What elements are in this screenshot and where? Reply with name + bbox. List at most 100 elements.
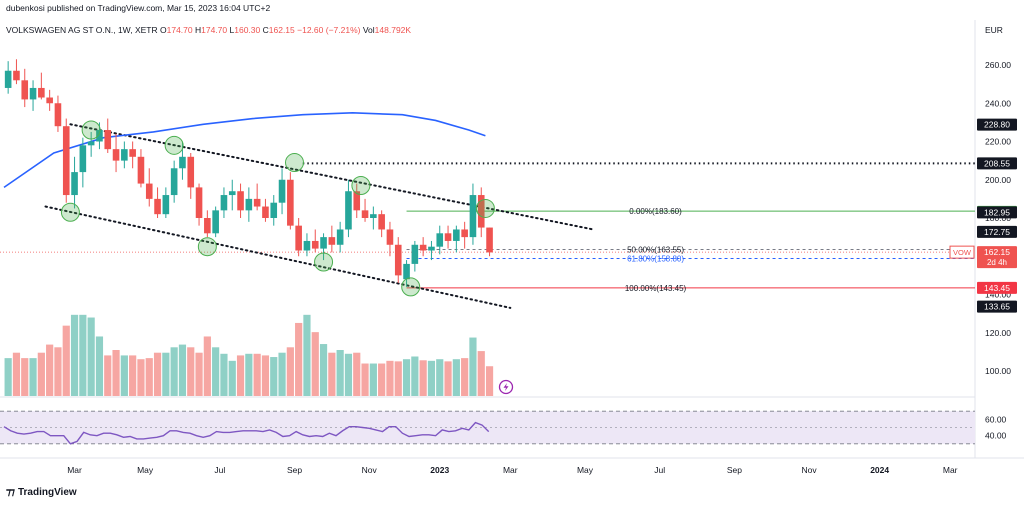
volume-bar	[394, 361, 402, 396]
candle-body	[220, 195, 228, 211]
volume-bar	[452, 359, 460, 396]
price-tick-label: 120.00	[985, 328, 1011, 338]
volume-bar	[37, 352, 45, 396]
price-badge: 208.55	[977, 157, 1017, 170]
candle-body	[170, 168, 178, 196]
price-badge-bg	[977, 118, 1017, 131]
candle-body	[411, 244, 419, 264]
candle-body	[121, 149, 128, 161]
candle	[195, 183, 203, 226]
volume-bar	[361, 363, 369, 396]
candle	[29, 80, 37, 111]
volume-bar	[295, 322, 303, 396]
candle	[419, 237, 427, 257]
symbol-label: VOLKSWAGEN AG ST O.N., 1W, XETR	[6, 25, 158, 35]
volume-bar	[129, 355, 137, 396]
candle-body	[79, 145, 87, 173]
volume-bar	[253, 353, 261, 396]
time-tick-label: 2023	[430, 465, 449, 475]
candle-body	[154, 198, 161, 215]
candle	[253, 183, 261, 211]
volume-bar	[286, 347, 294, 396]
fib-label: 100.00%(143.45)	[625, 284, 687, 293]
candle	[477, 187, 485, 238]
pivot-circle	[351, 175, 371, 195]
volume-bar	[187, 347, 195, 396]
candle-body	[394, 244, 402, 276]
close-label: C	[262, 25, 269, 35]
candle-body	[212, 210, 219, 234]
pivot-circle	[401, 277, 421, 297]
volume-bar	[477, 351, 485, 396]
candle	[270, 195, 278, 226]
candle	[486, 227, 493, 257]
price-badge-bg	[977, 225, 1017, 238]
candle-body	[245, 198, 253, 211]
price-badge-label: 172.75	[984, 227, 1010, 237]
price-badge: 172.75	[977, 225, 1017, 238]
candle-body	[87, 141, 95, 146]
candle	[38, 72, 45, 100]
time-tick-label: Sep	[287, 465, 302, 475]
price-badge-label: 208.55	[984, 158, 1010, 168]
lightning-icon[interactable]	[498, 379, 514, 395]
candle-body	[162, 195, 170, 215]
price-tick-label: 260.00	[985, 60, 1011, 70]
price-badge-label: 182.95	[984, 207, 1010, 217]
candle	[345, 179, 352, 238]
candle	[353, 183, 361, 218]
candle	[46, 89, 53, 111]
volume-bar	[145, 358, 153, 396]
price-tick-label: 100.00	[985, 366, 1011, 376]
volume-bar	[104, 355, 112, 396]
candle-body	[287, 179, 294, 226]
candle	[328, 225, 336, 253]
candle	[71, 156, 78, 209]
candle	[79, 137, 87, 188]
pivot-circle	[475, 198, 495, 218]
moving-average-line	[3, 112, 486, 189]
candle-body	[345, 191, 352, 230]
volume-bar	[12, 352, 21, 396]
volume-bar	[112, 350, 120, 396]
rsi-band	[0, 411, 975, 444]
change-value: −12.60 (−7.21%)	[297, 25, 361, 35]
volume-bar	[54, 347, 62, 396]
volume-bar	[419, 360, 427, 396]
candle-body	[361, 210, 369, 218]
candle	[170, 160, 178, 203]
candle	[104, 118, 112, 153]
volume-bar	[79, 314, 87, 396]
volume-value: 148.792K	[374, 25, 412, 35]
candle	[21, 68, 29, 108]
candle	[87, 131, 95, 157]
candle-body	[403, 263, 410, 280]
volume-bar	[162, 352, 170, 396]
candle	[453, 225, 460, 253]
rsi-tick-label: 60.00	[985, 414, 1007, 424]
tradingview-footer[interactable]: ⁊⁊ TradingView	[6, 487, 77, 498]
time-tick-label: Jul	[214, 465, 225, 475]
volume-bar	[70, 314, 79, 396]
volume-bar	[378, 363, 386, 396]
candle-body	[104, 130, 112, 150]
symbol-badge-bg	[949, 245, 975, 259]
volume-bar	[245, 353, 253, 396]
rsi-tick-label: 40.00	[985, 431, 1007, 441]
candle-body	[228, 191, 236, 196]
volume-bar	[87, 317, 95, 396]
price-badge-bg	[977, 206, 1017, 219]
candle-body	[303, 240, 311, 251]
candle	[370, 206, 377, 230]
volume-bar	[344, 353, 353, 396]
open-label: O	[160, 25, 167, 35]
candle-body	[62, 126, 70, 196]
time-tick-label: Mar	[503, 465, 518, 475]
candle-body	[187, 156, 195, 188]
channel-line-upper	[69, 123, 595, 231]
candle	[237, 183, 244, 218]
rsi-line	[3, 421, 490, 445]
fib-label: 0.00%(183.60)	[629, 207, 682, 216]
open-value: 174.70	[166, 25, 193, 35]
